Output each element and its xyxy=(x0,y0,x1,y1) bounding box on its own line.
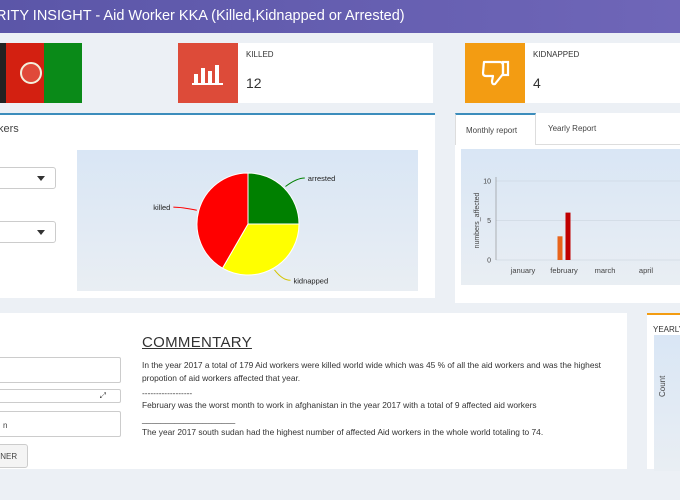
report-panel: Monthly report Yearly Report 0 5 10 numbers… xyxy=(455,113,680,303)
flag-emblem-icon xyxy=(20,62,42,84)
bar-february-1 xyxy=(565,212,571,260)
pie-slice-arrested xyxy=(247,172,300,225)
text-input-2-value: n xyxy=(3,421,8,430)
tab-monthly-report[interactable]: Monthly report xyxy=(455,113,536,145)
yearly-panel: YEARLY 2 1 Count xyxy=(647,313,680,471)
pie-connector-arrested xyxy=(285,177,305,187)
commentary-line-2: February was the worst month to work in … xyxy=(142,400,537,410)
report-tabs: Monthly report Yearly Report xyxy=(455,113,680,145)
page-title: RITY INSIGHT - Aid Worker KKA (Killed,Ki… xyxy=(0,8,405,24)
bar-february-0 xyxy=(557,236,563,260)
thumbs-down-icon xyxy=(465,43,525,103)
workers-panel-title: kers xyxy=(0,123,19,135)
afghanistan-flag xyxy=(0,43,82,103)
tab-yearly-report[interactable]: Yearly Report xyxy=(548,124,597,133)
commentary-panel: ⤢ n GNER COMMENTARY In the year 2017 a t… xyxy=(0,313,627,469)
yearly-axis-label: Count xyxy=(658,375,667,397)
bar-xtick-label: february xyxy=(550,266,578,275)
commentary-separator-2: ____________________ xyxy=(142,414,236,424)
bar-xtick-label: april xyxy=(639,266,654,275)
app-header: RITY INSIGHT - Aid Worker KKA (Killed,Ki… xyxy=(0,0,680,33)
calendar-icon[interactable]: ⤢ xyxy=(99,391,106,400)
killed-label: KILLED xyxy=(246,50,274,59)
pie-label-kidnapped: kidnapped xyxy=(294,276,329,285)
bar-y-axis-label: numbers_affected xyxy=(474,192,481,248)
pie-slice-killed xyxy=(196,172,249,269)
commentary-line-3: The year 2017 south sudan had the highes… xyxy=(142,427,544,437)
kidnapped-info-box: KIDNAPPED 4 xyxy=(465,43,680,103)
pie-connector-kidnapped xyxy=(274,269,291,281)
bar-chart-icon xyxy=(178,43,238,103)
yearly-chart: 2 1 Count xyxy=(654,335,680,471)
bar-ytick-label: 10 xyxy=(483,179,491,186)
commentary-title: COMMENTARY xyxy=(142,334,252,351)
date-input[interactable]: ⤢ xyxy=(0,389,121,403)
workers-panel: kers arrested kidnapped killed xyxy=(0,113,435,298)
bar-ytick-label: 0 xyxy=(487,258,491,265)
killed-count: 12 xyxy=(246,75,262,91)
pie-label-arrested: arrested xyxy=(308,174,336,183)
text-input-2[interactable]: n xyxy=(0,411,121,437)
generate-button[interactable]: GNER xyxy=(0,444,28,468)
chevron-down-icon xyxy=(37,230,45,235)
pie-label-killed: killed xyxy=(153,203,170,212)
filter-select-2[interactable] xyxy=(0,221,56,243)
bar-xtick-label: january xyxy=(510,266,536,275)
commentary-separator-1: ------------------ xyxy=(142,388,193,398)
commentary-line-1: In the year 2017 a total of 179 Aid work… xyxy=(142,360,602,383)
bar-xtick-label: march xyxy=(595,266,616,275)
filter-select-1[interactable] xyxy=(0,167,56,189)
bar-ytick-label: 5 xyxy=(487,218,491,225)
kidnapped-label: KIDNAPPED xyxy=(533,50,580,59)
pie-slice-kidnapped xyxy=(221,223,300,276)
killed-info-box: KILLED 12 xyxy=(178,43,433,103)
chevron-down-icon xyxy=(37,176,45,181)
pie-chart: arrested kidnapped killed xyxy=(77,150,418,291)
text-input-1[interactable] xyxy=(0,357,121,383)
pie-connector-killed xyxy=(173,206,197,211)
kidnapped-count: 4 xyxy=(533,75,541,91)
yearly-panel-title: YEARLY xyxy=(653,325,680,334)
